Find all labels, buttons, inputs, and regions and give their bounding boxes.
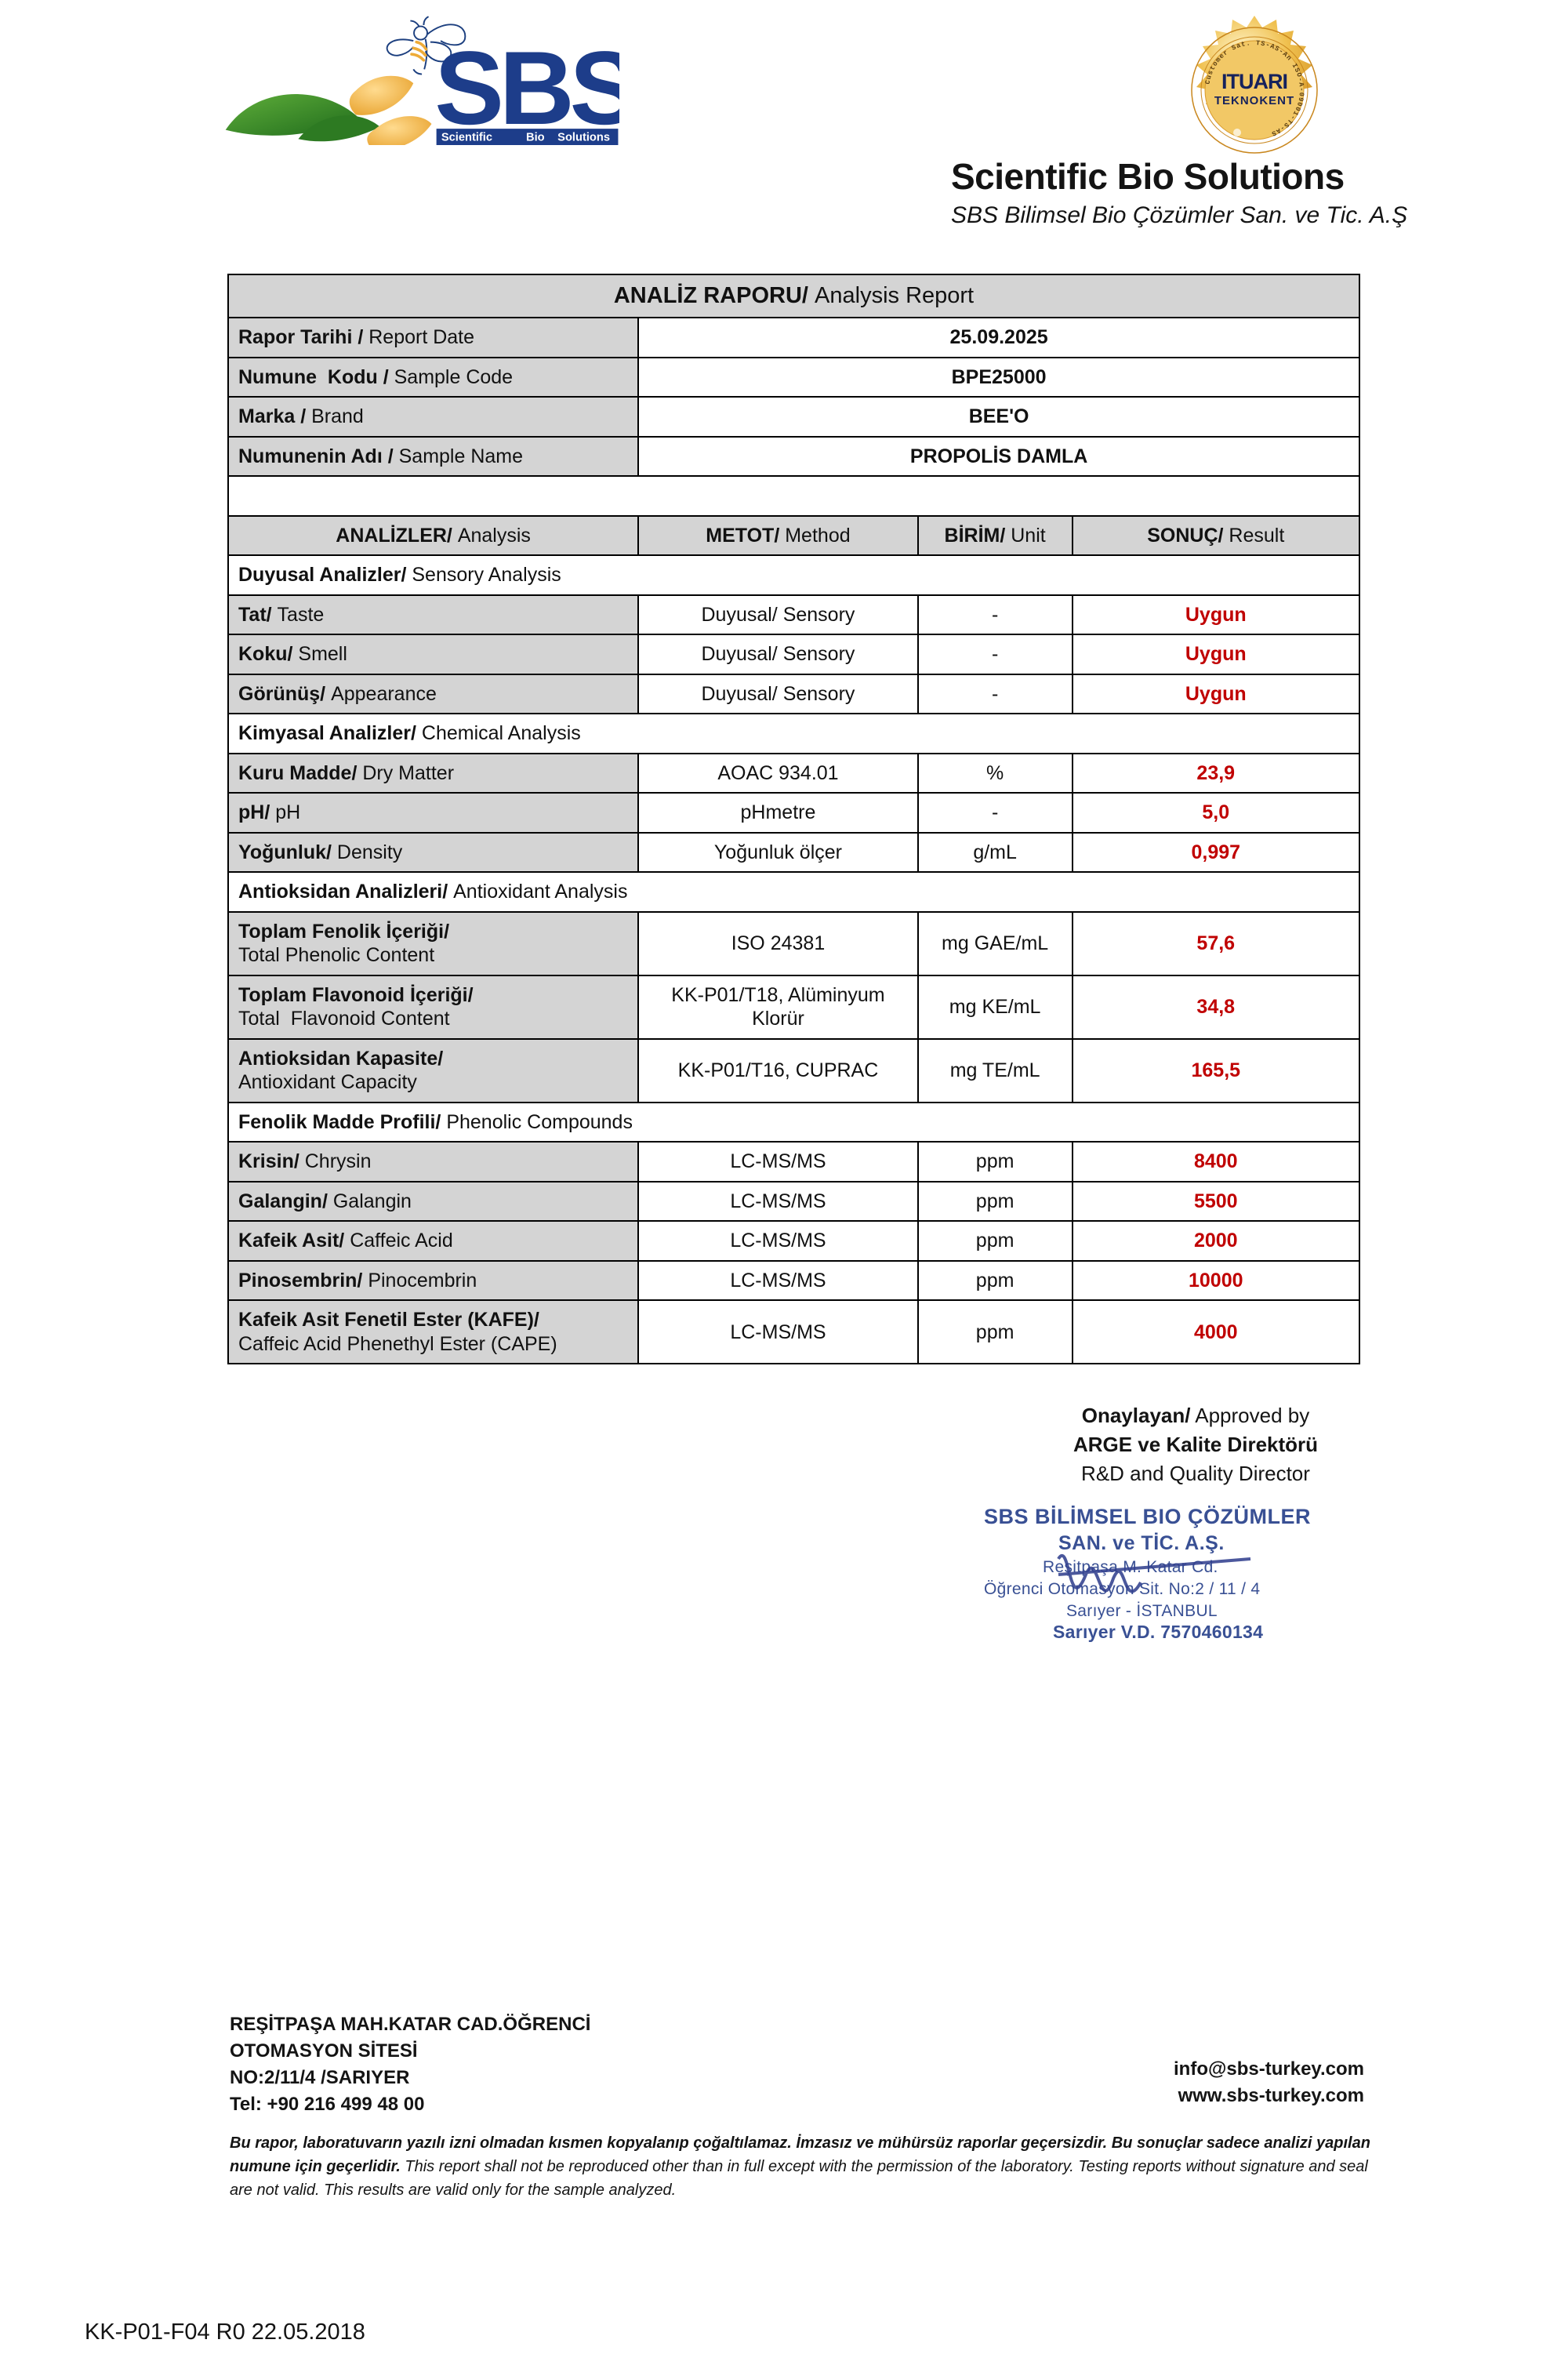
svg-text:SBS BİLİMSEL BIO ÇÖZÜMLER: SBS BİLİMSEL BIO ÇÖZÜMLER	[984, 1505, 1311, 1528]
svg-text:SAN. ve TİC. A.Ş.: SAN. ve TİC. A.Ş.	[1058, 1532, 1225, 1554]
svg-text:SBS: SBS	[434, 31, 619, 145]
svg-text:Solutions: Solutions	[557, 132, 610, 144]
svg-text:Sarıyer V.D. 7570460134: Sarıyer V.D. 7570460134	[1053, 1622, 1263, 1642]
svg-text:ITUARI: ITUARI	[1221, 70, 1287, 93]
svg-text:Bio: Bio	[526, 132, 545, 144]
svg-text:Scientific: Scientific	[441, 132, 492, 144]
svg-text:Öğrenci Otomasyon Sit. No:2 /: Öğrenci Otomasyon Sit. No:2 / 11 / 4	[984, 1580, 1260, 1598]
svg-text:Sarıyer - İSTANBUL: Sarıyer - İSTANBUL	[1066, 1602, 1218, 1620]
svg-text:TEKNOKENT: TEKNOKENT	[1214, 94, 1294, 107]
